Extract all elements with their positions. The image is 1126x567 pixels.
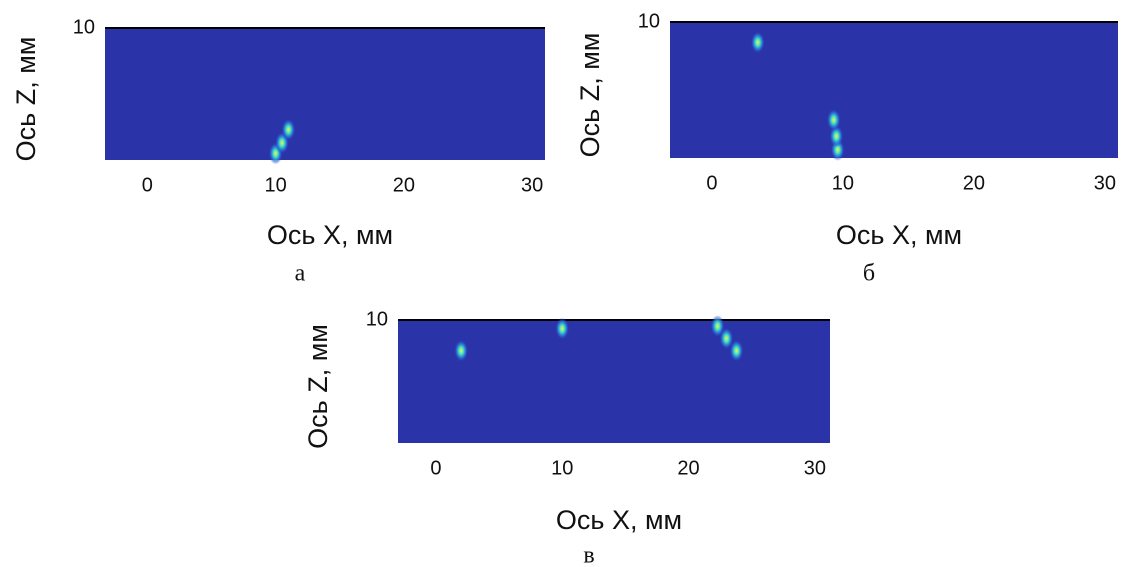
x-tick-label: 30: [804, 457, 826, 479]
y-tick-label: 10: [73, 16, 95, 38]
x-axis-label: Ось X, мм: [556, 505, 682, 535]
heatmap-background: [398, 320, 830, 443]
x-tick-label: 0: [706, 172, 717, 194]
hotspot: [729, 339, 744, 362]
hotspot: [750, 31, 765, 54]
x-tick-label: 10: [832, 172, 854, 194]
hotspot: [826, 108, 841, 131]
hotspot: [454, 339, 469, 362]
y-axis-label: Ось Z, мм: [575, 33, 605, 158]
panel-caption: в: [583, 543, 594, 567]
x-axis-label: Ось X, мм: [836, 220, 962, 250]
hotspot: [555, 317, 570, 340]
x-tick-label: 0: [430, 457, 441, 479]
heatmap-background: [105, 28, 545, 160]
x-tick-label: 20: [393, 174, 415, 196]
y-axis-label: Ось Z, мм: [303, 324, 333, 449]
y-tick-label: 10: [366, 308, 388, 330]
x-axis-label: Ось X, мм: [267, 220, 393, 250]
y-axis-label: Ось Z, мм: [11, 37, 41, 162]
x-tick-label: 0: [142, 174, 153, 196]
x-tick-label: 20: [677, 457, 699, 479]
hotspot: [281, 118, 296, 141]
x-tick-label: 30: [521, 174, 543, 196]
x-tick-label: 10: [264, 174, 286, 196]
x-tick-label: 20: [963, 172, 985, 194]
panel-caption: б: [863, 261, 875, 287]
heatmap-background: [670, 22, 1118, 158]
y-tick-label: 10: [638, 10, 660, 32]
x-tick-label: 10: [551, 457, 573, 479]
hotspot: [719, 327, 734, 350]
x-tick-label: 30: [1094, 172, 1116, 194]
panel-caption: а: [295, 261, 306, 287]
